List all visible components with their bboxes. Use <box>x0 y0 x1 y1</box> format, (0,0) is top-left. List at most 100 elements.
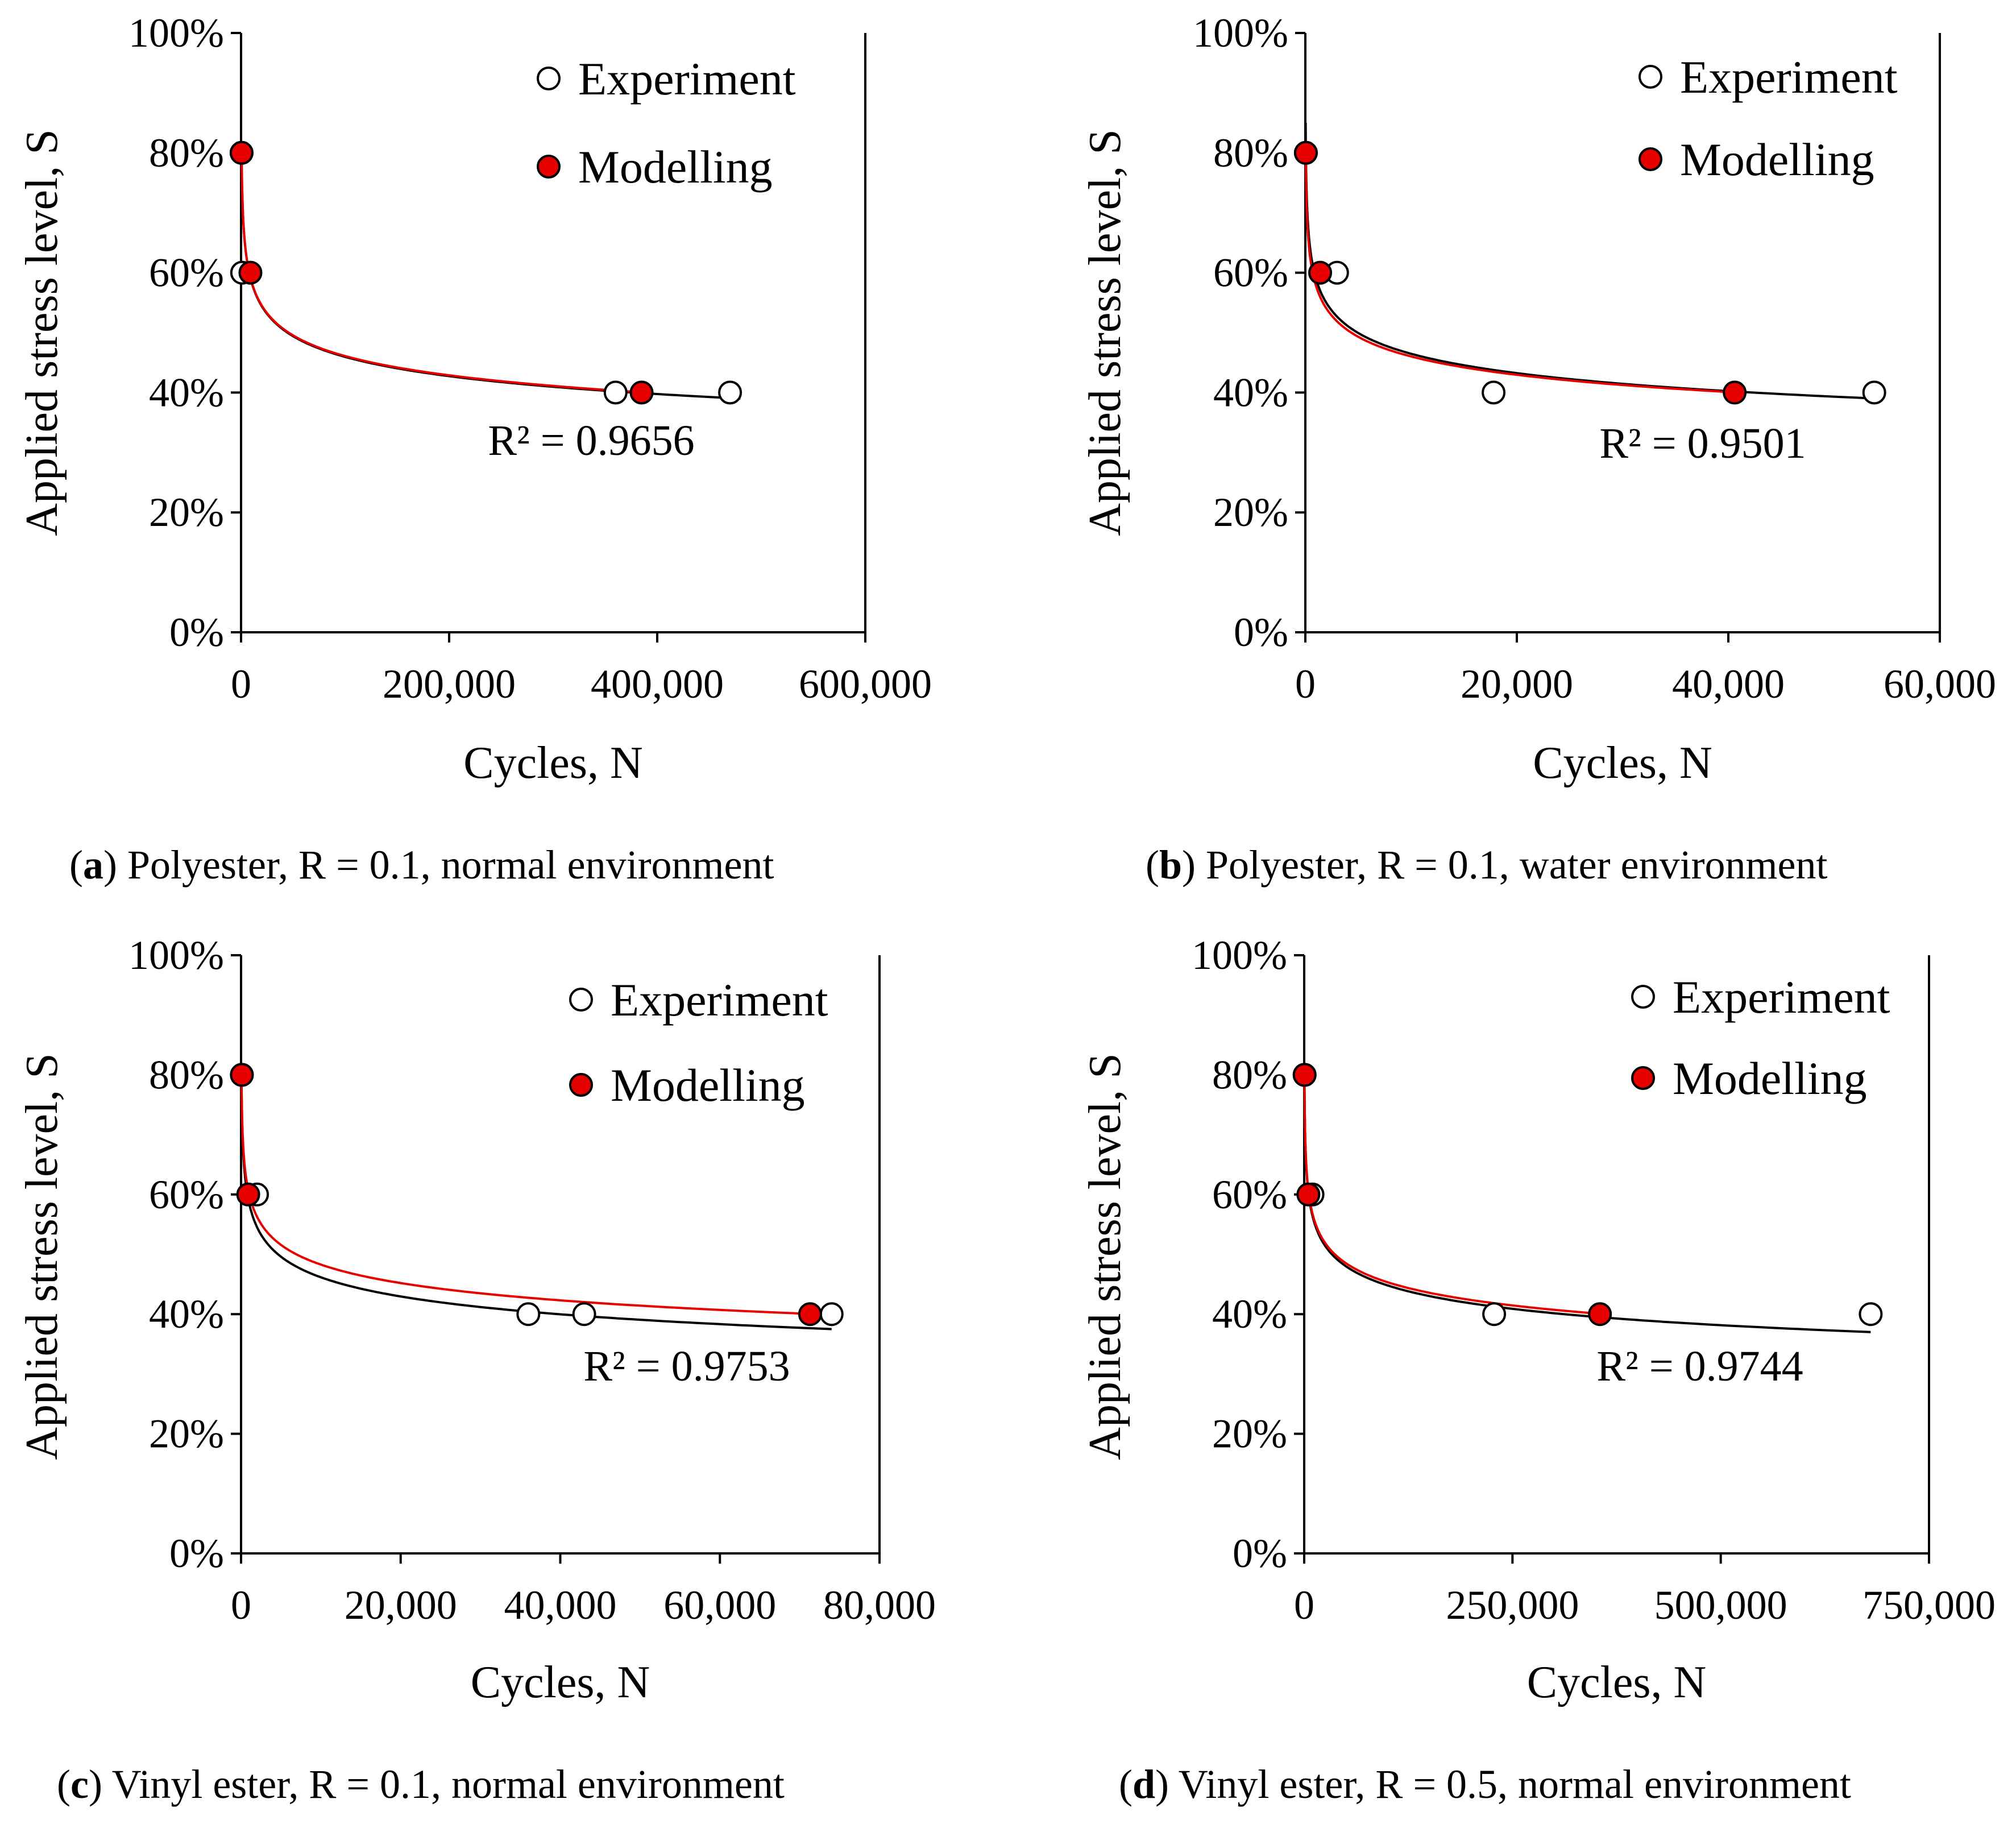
y-tick-label: 20% <box>149 490 224 535</box>
y-tick-label: 80% <box>149 1052 224 1097</box>
x-tick-label: 200,000 <box>383 661 516 707</box>
x-tick-label: 60,000 <box>1884 661 1996 707</box>
x-tick-label: 0 <box>231 1582 251 1628</box>
caption-paren-close: ) <box>1155 1761 1179 1807</box>
chart-panel-d: 0% 20% 40% 60% 80% 100% 0 250,000 500,000 750,000… <box>1080 932 1996 1807</box>
legend-modelling-marker <box>537 155 561 179</box>
r-squared-label: R² = 0.9656 <box>488 417 694 465</box>
y-tick-label: 60% <box>149 250 224 296</box>
y-tick-label: 80% <box>1213 130 1288 176</box>
x-axis-label: Cycles, N <box>471 1657 650 1707</box>
legend: Experiment Modelling <box>569 974 828 1111</box>
chart-panel-b: 0% 20% 40% 60% 80% 100% 0 20,000 40,000 60,000 Cyc… <box>1080 10 1996 888</box>
x-tick-label: 40,000 <box>504 1582 617 1628</box>
experiment-point <box>603 380 628 405</box>
legend-experiment-label: Experiment <box>578 53 796 105</box>
y-tick-label: 0% <box>169 1531 224 1576</box>
panel-caption: (c) Vinyl ester, R = 0.1, normal environ… <box>57 1761 785 1807</box>
experiment-point <box>572 1302 596 1327</box>
legend: Experiment Modelling <box>1638 51 1898 185</box>
x-tick-label: 750,000 <box>1862 1582 1996 1628</box>
y-axis-label: Applied stress level, S <box>17 1053 67 1460</box>
x-tick-label: 250,000 <box>1446 1582 1579 1628</box>
modelling-point <box>230 1063 254 1087</box>
caption-letter: a <box>83 842 103 888</box>
legend-experiment-marker <box>1631 985 1655 1009</box>
r-squared-label: R² = 0.9753 <box>583 1342 790 1390</box>
caption-letter: b <box>1159 842 1182 888</box>
x-tick-label: 60,000 <box>663 1582 776 1628</box>
legend: Experiment Modelling <box>1631 971 1890 1104</box>
y-tick-label: 60% <box>1212 1172 1287 1217</box>
experiment-point <box>516 1302 541 1327</box>
experiment-point <box>1482 380 1506 405</box>
x-tick-label: 20,000 <box>345 1582 457 1628</box>
modelling-point <box>1293 140 1318 165</box>
legend-modelling-marker <box>1631 1066 1655 1090</box>
y-tick-label: 100% <box>1192 932 1287 978</box>
x-axis-label: Cycles, N <box>463 738 643 788</box>
y-tick-label: 0% <box>1233 1531 1287 1576</box>
panel-caption: (d) Vinyl ester, R = 0.5, normal environ… <box>1119 1761 1851 1807</box>
x-tick-label: 600,000 <box>799 661 932 707</box>
modelling-point <box>238 260 263 285</box>
y-tick-label: 20% <box>1213 490 1288 535</box>
chart-panel-c: 0% 20% 40% 60% 80% 100% 0 20,000 40,000 60,000 80,… <box>17 932 936 1807</box>
y-tick-label: 0% <box>169 610 224 655</box>
modelling-point <box>798 1302 822 1327</box>
legend-experiment-marker <box>569 988 593 1012</box>
y-tick-label: 60% <box>149 1172 224 1217</box>
legend-modelling-marker <box>569 1073 593 1097</box>
y-tick-label: 40% <box>1213 370 1288 415</box>
legend-modelling-label: Modelling <box>578 141 773 193</box>
y-axis-label: Applied stress level, S <box>17 129 67 536</box>
caption-paren-open: ( <box>69 842 83 888</box>
caption-paren-open: ( <box>1146 842 1159 888</box>
x-tick-label: 0 <box>231 661 251 707</box>
y-tick-label: 100% <box>128 932 224 978</box>
model-trend-line <box>1303 1075 1604 1316</box>
caption-text: Vinyl ester, R = 0.1, normal environment <box>112 1761 785 1807</box>
y-tick-label: 20% <box>149 1411 224 1457</box>
x-axis-label: Cycles, N <box>1533 738 1712 788</box>
caption-paren-open: ( <box>1119 1761 1133 1807</box>
x-tick-label: 80,000 <box>823 1582 936 1628</box>
legend-experiment-label: Experiment <box>1680 51 1898 103</box>
x-axis-label: Cycles, N <box>1527 1657 1707 1707</box>
experiment-point <box>1482 1302 1507 1327</box>
legend-modelling-label: Modelling <box>611 1059 805 1111</box>
legend: Experiment Modelling <box>537 53 796 193</box>
caption-text: Polyester, R = 0.1, water environment <box>1206 842 1828 888</box>
y-tick-label: 80% <box>1212 1052 1287 1097</box>
r-squared-label: R² = 0.9501 <box>1599 420 1806 467</box>
experiment-point <box>1862 380 1886 405</box>
modelling-point <box>1308 260 1333 285</box>
caption-letter: d <box>1133 1761 1155 1807</box>
legend-modelling-label: Modelling <box>1673 1052 1867 1104</box>
model-trend-line <box>1304 140 1739 394</box>
modelling-point <box>1292 1063 1317 1087</box>
r-squared-label: R² = 0.9744 <box>1596 1342 1803 1390</box>
y-tick-label: 0% <box>1234 610 1288 655</box>
legend-experiment-marker <box>1638 65 1662 89</box>
legend-experiment-marker <box>537 67 561 90</box>
y-tick-label: 100% <box>128 10 224 56</box>
y-tick-label: 40% <box>149 370 224 415</box>
caption-text: Polyester, R = 0.1, normal environment <box>127 842 774 888</box>
modelling-point <box>1723 380 1747 405</box>
x-tick-label: 500,000 <box>1654 1582 1787 1628</box>
legend-experiment-label: Experiment <box>1673 971 1890 1023</box>
legend-modelling-label: Modelling <box>1680 134 1874 185</box>
caption-text: Vinyl ester, R = 0.5, normal environment <box>1179 1761 1851 1807</box>
modelling-point <box>1296 1182 1321 1207</box>
modelling-point <box>1588 1302 1612 1327</box>
y-axis-label: Applied stress level, S <box>1080 129 1130 536</box>
legend-modelling-marker <box>1638 147 1662 171</box>
caption-paren-close: ) <box>103 842 127 888</box>
x-tick-label: 40,000 <box>1672 661 1785 707</box>
panel-caption: (b) Polyester, R = 0.1, water environmen… <box>1146 842 1828 888</box>
y-axis-label: Applied stress level, S <box>1080 1053 1130 1460</box>
modelling-point <box>236 1182 260 1207</box>
chart-panel-a: 0% 20% 40% 60% 80% 100% 0 200,000 400,000 600,000… <box>17 10 932 888</box>
